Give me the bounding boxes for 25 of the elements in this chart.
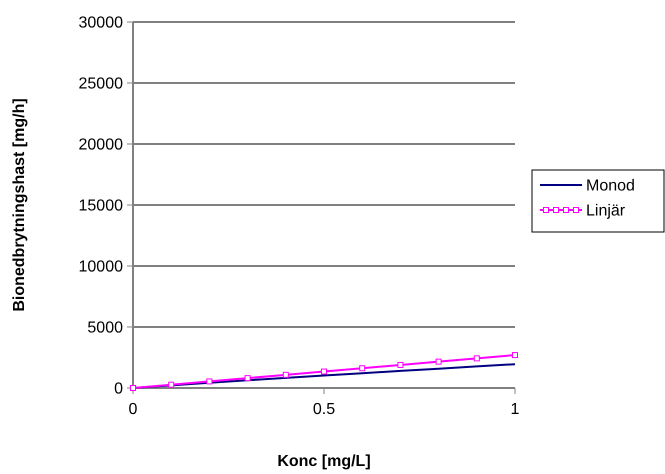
point [130,385,136,391]
y-tick-label: 5000 [87,320,124,337]
point [168,382,174,388]
y-tick-label: 0 [114,380,124,398]
point [244,375,251,382]
point [359,365,366,372]
point [397,362,404,368]
point [436,358,442,365]
point [512,352,518,358]
point [474,355,480,362]
point [282,372,289,378]
legend-label: Monod [586,178,635,195]
point [206,378,212,384]
legend-label: Linjär [586,202,626,220]
y-tick-label: 20000 [78,136,124,154]
x-tick-label: 0 [128,401,138,418]
y-tick-label: 25000 [78,76,124,93]
x-tick-label: 0.5 [312,401,336,418]
y-tick-label: 30000 [78,14,124,32]
x-tick-label: 1 [510,401,520,418]
point [321,368,327,375]
y-tick-label: 15000 [78,198,124,215]
x-axis-title: Konc [mg/L] [277,453,371,470]
y-axis-title: Bionedbrytningshast [mg/h] [11,98,28,312]
y-tick-label: 10000 [78,258,124,276]
